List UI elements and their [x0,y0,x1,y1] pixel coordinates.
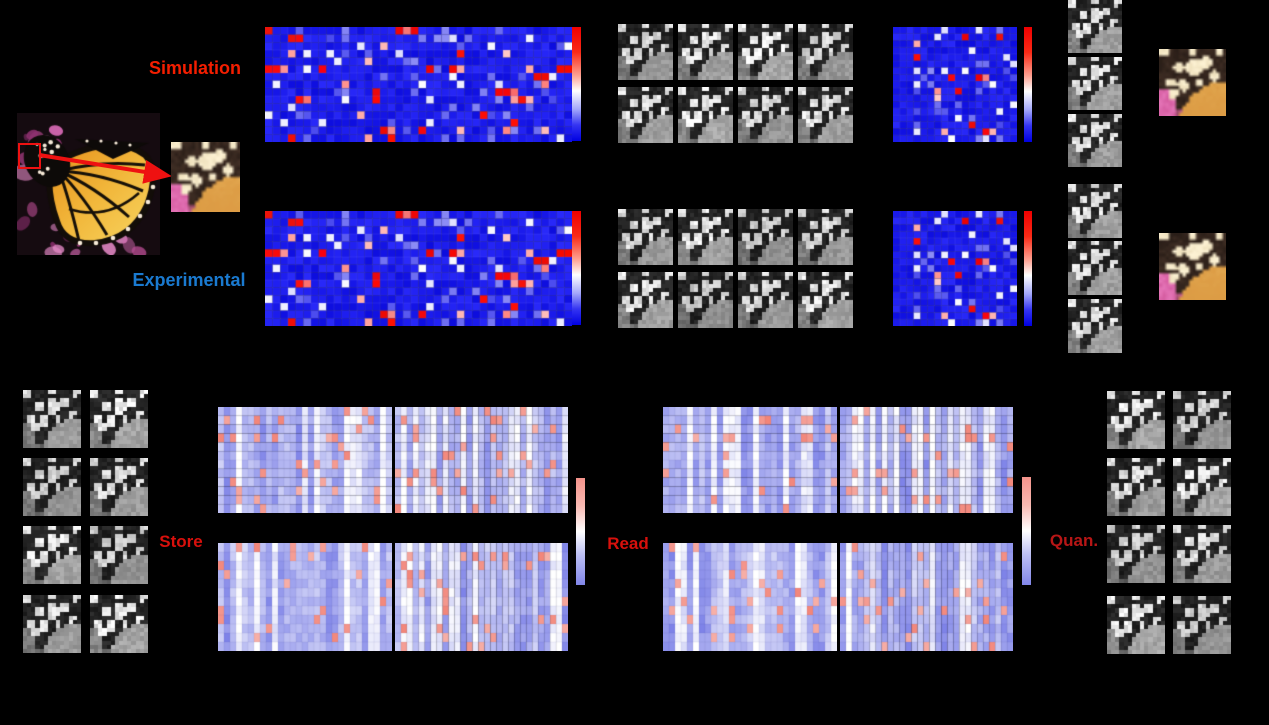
store-input-patch [23,458,81,516]
simulation-output-patch [1068,57,1122,110]
experimental-gray-patch [678,272,733,328]
store-input-patch [23,526,81,584]
read-heatmap-panel-3 [663,543,837,651]
store-heatmap-panel-4 [395,543,568,651]
experimental-gray-patch [738,209,793,265]
store-input-patch [90,595,148,653]
experimental-output-patch [1068,241,1122,295]
experimental-gray-patch [738,272,793,328]
roi-zoom-patch [171,142,240,212]
store-heatmap-panel-1 [218,407,392,513]
store-input-patch [23,390,81,448]
simulation-gray-patch [738,24,793,80]
experimental-output-patch [1068,299,1122,353]
store-input-patch [23,595,81,653]
read-heatmap-panel-1 [663,407,837,513]
experimental-output-patch [1068,184,1122,238]
experimental-reconstruction-patch [1159,233,1226,300]
simulation-gray-patch [738,87,793,143]
read-heatmap-panel-4 [840,543,1013,651]
store-heatmap-panel-2 [395,407,568,513]
read-heatmap-panel-2 [840,407,1013,513]
quantized-output-patch [1173,596,1231,654]
simulation-weight-colorbar [572,27,581,141]
simulation-reconstruction-patch [1159,49,1226,116]
simulation-gray-patch [678,24,733,80]
quantized-output-patch [1107,596,1165,654]
simulation-small-colorbar [1024,27,1032,142]
quantized-output-patch [1107,391,1165,449]
experimental-gray-patch [618,272,673,328]
quantized-output-patch [1173,391,1231,449]
experimental-gray-patch [618,209,673,265]
experimental-gray-patch [678,209,733,265]
quantized-output-patch [1107,458,1165,516]
simulation-label: Simulation [148,58,241,78]
roi-arrow-icon [38,153,172,184]
experimental-label: Experimental [132,270,246,290]
simulation-small-heatmap [893,27,1017,142]
simulation-gray-patch [618,24,673,80]
quantized-output-patch [1173,458,1231,516]
store-input-patch [90,458,148,516]
simulation-gray-patch [678,87,733,143]
experimental-weight-colorbar [572,211,581,325]
read-label: Read [607,534,649,553]
store-input-patch [90,390,148,448]
store-colorbar [576,478,585,585]
experimental-gray-patch [798,209,853,265]
simulation-gray-patch [798,24,853,80]
simulation-gray-patch [798,87,853,143]
experimental-gray-patch [798,272,853,328]
quantized-output-patch [1107,525,1165,583]
experimental-small-heatmap [893,211,1017,326]
read-colorbar [1022,477,1031,585]
simulation-output-patch [1068,114,1122,167]
experimental-small-colorbar [1024,211,1032,326]
quan-label: Quan. [1049,531,1099,550]
store-heatmap-panel-3 [218,543,392,651]
butterfly-photo [17,113,160,255]
simulation-output-patch [1068,0,1122,53]
simulation-weight-heatmap [265,27,572,142]
store-label: Store [159,532,203,551]
simulation-gray-patch [618,87,673,143]
experimental-weight-heatmap [265,211,572,326]
quantized-output-patch [1173,525,1231,583]
store-input-patch [90,526,148,584]
